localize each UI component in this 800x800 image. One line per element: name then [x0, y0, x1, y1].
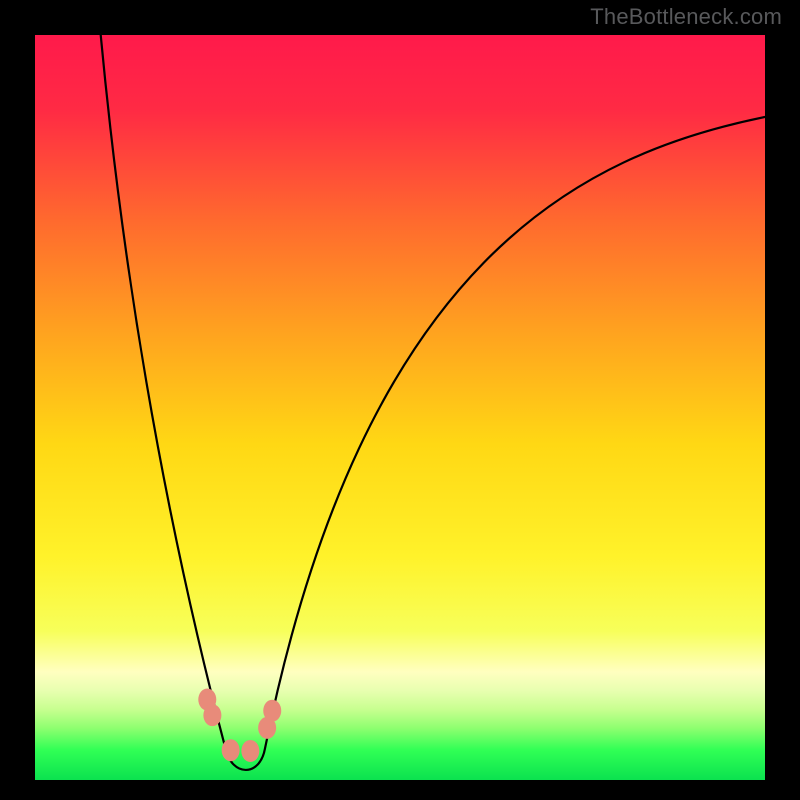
- chart-svg: [0, 0, 800, 800]
- curve-marker: [222, 739, 240, 761]
- curve-marker: [241, 740, 259, 762]
- gradient-background: [35, 35, 765, 780]
- curve-marker: [263, 700, 281, 722]
- curve-marker: [203, 704, 221, 726]
- outer-frame: TheBottleneck.com: [0, 0, 800, 800]
